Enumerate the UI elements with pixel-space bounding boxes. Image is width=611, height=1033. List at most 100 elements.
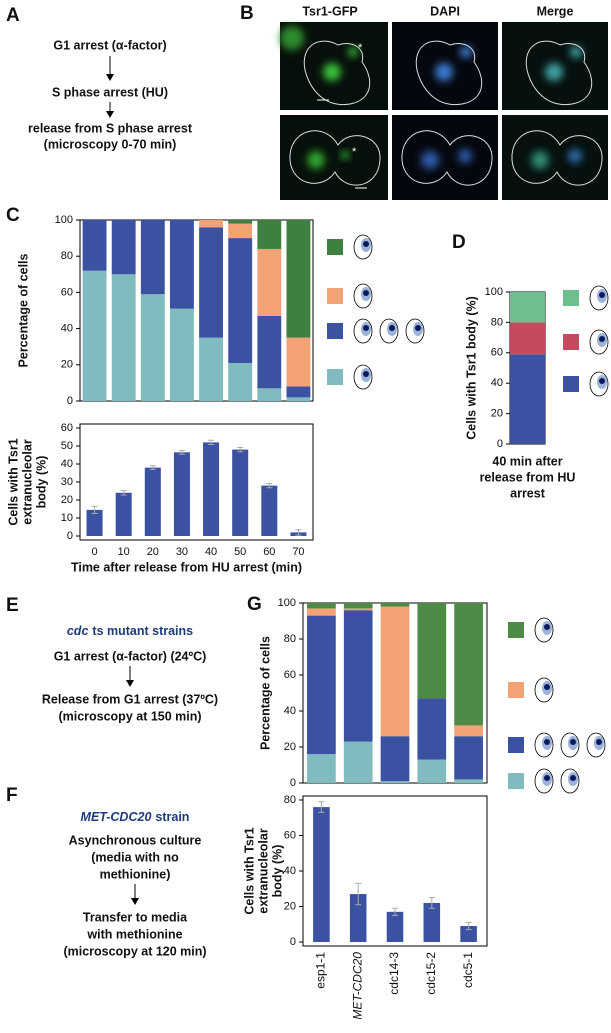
bar-segment: [286, 220, 311, 338]
y-axis-label: body (%): [270, 845, 284, 898]
bar-segment: [380, 606, 410, 737]
error-bar: [465, 921, 472, 931]
y-tick-label: 80: [284, 794, 296, 806]
step: Asynchronous culture: [69, 833, 202, 847]
error-bar: [428, 897, 435, 909]
x-tick-label: cdc15-2: [424, 952, 438, 995]
signal: [341, 151, 349, 159]
bar-segment: [111, 220, 136, 275]
legend-icon: [363, 371, 369, 377]
bar-segment: [380, 736, 410, 782]
bar-segment: [228, 220, 253, 224]
legend-icon: [389, 325, 395, 331]
error-bar: [392, 907, 398, 916]
asterisk: *: [352, 146, 357, 158]
column-header: DAPI: [430, 4, 460, 18]
x-tick-label: 10: [118, 546, 130, 558]
signal: [531, 151, 549, 169]
signal: [570, 46, 582, 58]
legend-swatch: [508, 682, 524, 698]
bar-segment: [257, 220, 282, 249]
legend-icon: [544, 739, 550, 745]
y-tick-label: 40: [61, 458, 73, 470]
title-part: MET-CDC20: [81, 810, 152, 824]
y-axis-label: Cells with Tsr1 body (%): [464, 296, 478, 440]
title-part: cdc: [67, 624, 89, 638]
bar-segment: [454, 725, 483, 737]
legend-icon: [599, 292, 605, 298]
legend-icon: [596, 739, 602, 745]
step: (media with no: [91, 850, 179, 864]
step: G1 arrest (α-factor) (24ºC): [54, 649, 207, 663]
bar-segment: [199, 227, 224, 338]
bar-segment: [380, 603, 410, 607]
x-tick-label: 70: [292, 546, 304, 558]
y-axis-label: extranucleolar: [20, 439, 34, 525]
plot-frame: [79, 219, 314, 402]
plot-frame: [79, 423, 314, 541]
legend-icon: [363, 325, 369, 331]
bar: [144, 467, 161, 536]
bar-segment: [343, 608, 373, 611]
bar-segment: [510, 322, 545, 355]
step: G1 arrest (α-factor): [53, 38, 166, 52]
bar-segment: [199, 337, 224, 401]
error-bar: [91, 505, 98, 514]
bar-segment: [307, 603, 336, 609]
y-axis-label: Percentage of cells: [258, 636, 272, 750]
step: (microscopy at 120 min): [63, 944, 206, 958]
bar-segment: [286, 386, 311, 398]
signal: [307, 151, 325, 169]
signal: [348, 47, 358, 57]
legend-swatch: [327, 288, 343, 304]
y-tick-label: 20: [284, 900, 296, 912]
cell-outline: [303, 40, 371, 106]
y-tick-label: 40: [491, 377, 503, 389]
step: (microscopy 0-70 min): [44, 137, 177, 151]
title-part: ts mutant strains: [92, 624, 193, 638]
x-tick-label: 20: [147, 546, 159, 558]
column-header: Tsr1-GFP: [302, 4, 357, 18]
step: S phase arrest (HU): [52, 85, 168, 99]
bar-segment: [228, 223, 253, 239]
y-tick-label: 60: [61, 422, 73, 434]
y-tick-label: 80: [284, 633, 296, 645]
bar-segment: [343, 603, 373, 609]
legend-swatch: [508, 622, 524, 638]
signal: [280, 26, 304, 50]
bar-segment: [343, 741, 373, 783]
legend-icon: [544, 624, 550, 630]
arrow-head: [131, 898, 139, 905]
flowchart-a: G1 arrest (α-factor) S phase arrest (HU)…: [28, 38, 193, 151]
legend-swatch: [563, 376, 579, 392]
x-tick-label: 30: [176, 546, 188, 558]
y-axis-label: extranucleolar: [256, 828, 270, 914]
bar: [423, 902, 441, 942]
y-tick-label: 20: [61, 494, 73, 506]
bar-segment: [454, 603, 483, 726]
asterisk: *: [358, 42, 363, 54]
legend-swatch: [563, 290, 579, 306]
y-tick-label: 100: [278, 597, 296, 609]
legend-icon: [570, 775, 576, 781]
x-tick-label: 40: [205, 546, 217, 558]
legend-icon: [363, 241, 369, 247]
y-tick-label: 20: [491, 408, 503, 420]
bar: [349, 894, 367, 942]
bar: [386, 911, 404, 942]
x-tick-label: esp1-1: [314, 952, 328, 989]
column-header: Merge: [537, 4, 574, 18]
bar: [173, 452, 190, 536]
y-tick-label: 80: [61, 250, 73, 262]
bar-segment: [228, 238, 253, 363]
legend-icon: [544, 775, 550, 781]
signal: [323, 63, 341, 81]
y-tick-label: 10: [61, 512, 73, 524]
bar-segment: [307, 754, 336, 783]
arrow-head: [106, 74, 114, 81]
y-axis-label: body (%): [34, 456, 48, 509]
bar-segment: [111, 274, 136, 401]
step: (microscopy at 150 min): [58, 709, 201, 723]
y-tick-label: 50: [61, 440, 73, 452]
